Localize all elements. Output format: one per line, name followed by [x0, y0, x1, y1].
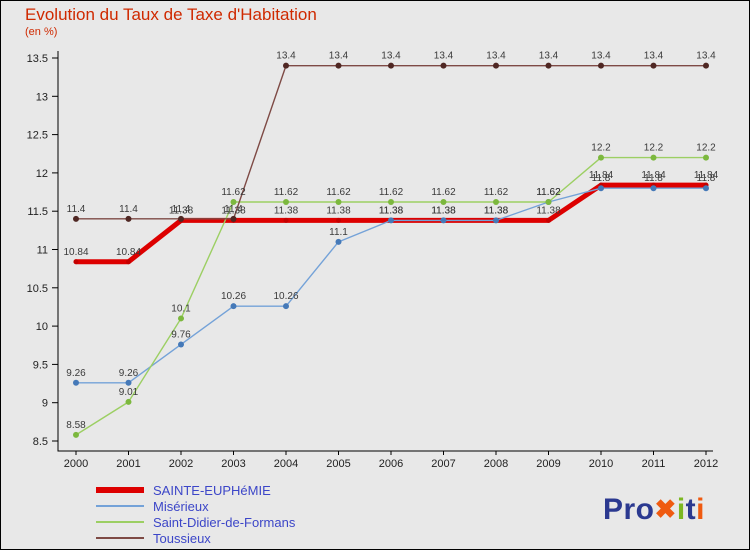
svg-text:11.38: 11.38 — [431, 205, 456, 216]
svg-text:11.4: 11.4 — [224, 204, 243, 215]
svg-text:2012: 2012 — [694, 458, 718, 470]
svg-text:9.76: 9.76 — [171, 329, 191, 340]
svg-text:11.38: 11.38 — [274, 205, 299, 216]
svg-text:13.4: 13.4 — [434, 51, 454, 62]
legend-item-toussieux: Toussieux — [96, 530, 295, 546]
legend-label-saint-didier: Saint-Didier-de-Formans — [153, 514, 296, 530]
legend-item-sainte-euphemie: SAINTE-EUPHéMIE — [96, 482, 295, 498]
svg-text:8.58: 8.58 — [66, 420, 86, 431]
svg-text:2007: 2007 — [431, 458, 455, 470]
svg-text:11.84: 11.84 — [641, 170, 666, 181]
svg-text:13.4: 13.4 — [486, 51, 506, 62]
svg-text:9.26: 9.26 — [66, 368, 86, 379]
svg-text:13.5: 13.5 — [27, 53, 48, 65]
svg-text:11.84: 11.84 — [694, 170, 719, 181]
svg-text:2011: 2011 — [642, 458, 666, 470]
svg-text:2002: 2002 — [169, 458, 193, 470]
svg-text:2000: 2000 — [64, 458, 88, 470]
svg-text:13.4: 13.4 — [276, 51, 296, 62]
svg-text:10.5: 10.5 — [27, 283, 48, 295]
svg-text:10: 10 — [36, 321, 48, 333]
svg-text:9: 9 — [42, 398, 48, 410]
svg-text:9.01: 9.01 — [119, 387, 139, 398]
svg-text:11.8: 11.8 — [697, 173, 716, 184]
svg-text:11.38: 11.38 — [379, 205, 404, 216]
svg-text:13.4: 13.4 — [644, 51, 664, 62]
svg-text:11.62: 11.62 — [484, 187, 509, 198]
legend-swatch-miserieux — [96, 505, 144, 507]
svg-text:2003: 2003 — [221, 458, 245, 470]
svg-text:11.62: 11.62 — [326, 187, 351, 198]
legend-label-toussieux: Toussieux — [153, 530, 211, 546]
svg-text:13.4: 13.4 — [696, 51, 716, 62]
svg-text:11.1: 11.1 — [329, 227, 348, 238]
svg-text:11.38: 11.38 — [484, 205, 509, 216]
legend-label-sainte-euphemie: SAINTE-EUPHéMIE — [153, 482, 271, 498]
proxiti-logo: Pro✖iti — [603, 493, 705, 526]
svg-text:11.62: 11.62 — [536, 187, 561, 198]
svg-text:12.2: 12.2 — [591, 143, 611, 154]
svg-text:12.2: 12.2 — [696, 143, 716, 154]
svg-text:11.62: 11.62 — [536, 187, 561, 198]
svg-text:2006: 2006 — [379, 458, 403, 470]
svg-text:11.38: 11.38 — [169, 205, 194, 216]
svg-text:12: 12 — [36, 168, 48, 180]
svg-text:11.62: 11.62 — [379, 187, 404, 198]
legend-item-miserieux: Misérieux — [96, 498, 295, 514]
svg-text:11.38: 11.38 — [379, 205, 404, 216]
legend-swatch-saint-didier — [96, 521, 144, 523]
svg-text:11.4: 11.4 — [172, 204, 191, 215]
svg-text:2009: 2009 — [536, 458, 560, 470]
svg-text:11.38: 11.38 — [221, 205, 246, 216]
svg-text:10.1: 10.1 — [171, 303, 191, 314]
svg-text:10.84: 10.84 — [116, 247, 141, 258]
svg-text:12.5: 12.5 — [27, 130, 48, 142]
line-chart: 8.5 9 9.5 10 10.5 11 11.5 12 12.5 13 13.5 2000 2001 2… — [27, 51, 719, 470]
legend-item-saint-didier: Saint-Didier-de-Formans — [96, 514, 295, 530]
svg-text:10.26: 10.26 — [273, 291, 298, 302]
svg-text:11.38: 11.38 — [431, 205, 456, 216]
legend-label-miserieux: Misérieux — [153, 498, 209, 514]
svg-text:2004: 2004 — [274, 458, 298, 470]
svg-text:11.4: 11.4 — [119, 204, 138, 215]
svg-text:9.26: 9.26 — [119, 368, 139, 379]
svg-text:11.38: 11.38 — [536, 205, 561, 216]
chart-subtitle: (en %) — [25, 26, 58, 38]
svg-text:11: 11 — [37, 245, 48, 257]
svg-text:11.4: 11.4 — [67, 204, 86, 215]
svg-text:11.38: 11.38 — [326, 205, 351, 216]
svg-text:13: 13 — [36, 91, 48, 103]
svg-text:10.84: 10.84 — [63, 247, 88, 258]
svg-text:2001: 2001 — [116, 458, 140, 470]
svg-text:11.5: 11.5 — [27, 206, 48, 218]
svg-text:13.4: 13.4 — [381, 51, 401, 62]
svg-text:12.2: 12.2 — [644, 143, 664, 154]
svg-text:11.8: 11.8 — [592, 173, 611, 184]
svg-text:2008: 2008 — [484, 458, 508, 470]
svg-text:13.4: 13.4 — [591, 51, 611, 62]
svg-text:13.4: 13.4 — [329, 51, 349, 62]
svg-text:11.38: 11.38 — [484, 205, 509, 216]
svg-text:11.62: 11.62 — [274, 187, 299, 198]
legend-swatch-toussieux — [96, 537, 144, 539]
svg-text:9.5: 9.5 — [33, 359, 48, 371]
chart-title: Evolution du Taux de Taxe d'Habitation — [25, 5, 317, 24]
legend: SAINTE-EUPHéMIE Misérieux Saint-Didier-d… — [96, 482, 295, 546]
svg-text:11.62: 11.62 — [221, 187, 246, 198]
svg-text:10.26: 10.26 — [221, 291, 246, 302]
legend-swatch-sainte-euphemie — [96, 487, 144, 493]
svg-text:2005: 2005 — [326, 458, 350, 470]
svg-text:2010: 2010 — [589, 458, 613, 470]
svg-text:11.84: 11.84 — [589, 170, 614, 181]
svg-text:13.4: 13.4 — [539, 51, 559, 62]
svg-text:11.8: 11.8 — [644, 173, 663, 184]
svg-text:8.5: 8.5 — [33, 436, 48, 448]
svg-text:11.62: 11.62 — [431, 187, 456, 198]
